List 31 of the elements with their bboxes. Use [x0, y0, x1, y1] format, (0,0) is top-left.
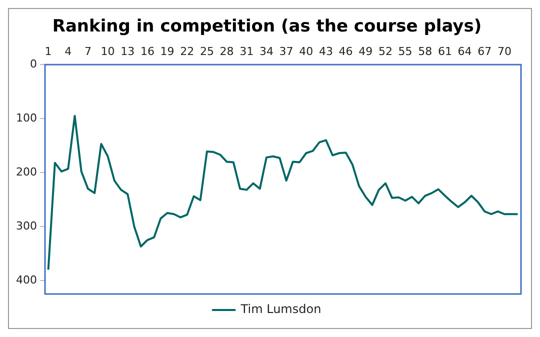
x-tick-label: 49: [358, 44, 373, 58]
x-tick-label: 22: [180, 44, 194, 58]
x-tick-label: 13: [120, 44, 135, 58]
x-tick-label: 28: [220, 44, 234, 58]
x-tick-label: 4: [64, 44, 72, 58]
x-tick-label: 55: [398, 44, 412, 58]
chart-title: Ranking in competition (as the course plays): [52, 16, 482, 37]
x-tick-label: 31: [240, 44, 254, 58]
x-tick-label: 1: [44, 44, 52, 58]
y-tick-label: 100: [16, 111, 37, 124]
x-tick-label: 58: [418, 44, 432, 58]
y-tick-label: 200: [16, 165, 37, 178]
x-tick-label: 40: [299, 44, 314, 58]
x-tick-label: 67: [478, 44, 492, 58]
x-tick-label: 7: [84, 44, 92, 58]
x-tick-label: 61: [438, 44, 452, 58]
legend-label: Tim Lumsdon: [240, 302, 322, 316]
x-tick-label: 37: [279, 44, 294, 58]
x-tick-label: 64: [458, 44, 472, 58]
x-tick-label: 34: [259, 44, 274, 58]
x-tick-label: 19: [160, 44, 174, 58]
x-tick-label: 70: [497, 44, 512, 58]
x-tick-label: 10: [100, 44, 115, 58]
y-tick-label: 400: [16, 273, 37, 286]
y-tick-label: 0: [30, 57, 37, 70]
x-tick-label: 46: [338, 44, 353, 58]
x-tick-label: 52: [378, 44, 392, 58]
y-tick-label: 300: [16, 219, 37, 232]
x-tick-label: 25: [200, 44, 214, 58]
x-tick-label: 16: [140, 44, 154, 58]
x-tick-label: 43: [318, 44, 333, 58]
